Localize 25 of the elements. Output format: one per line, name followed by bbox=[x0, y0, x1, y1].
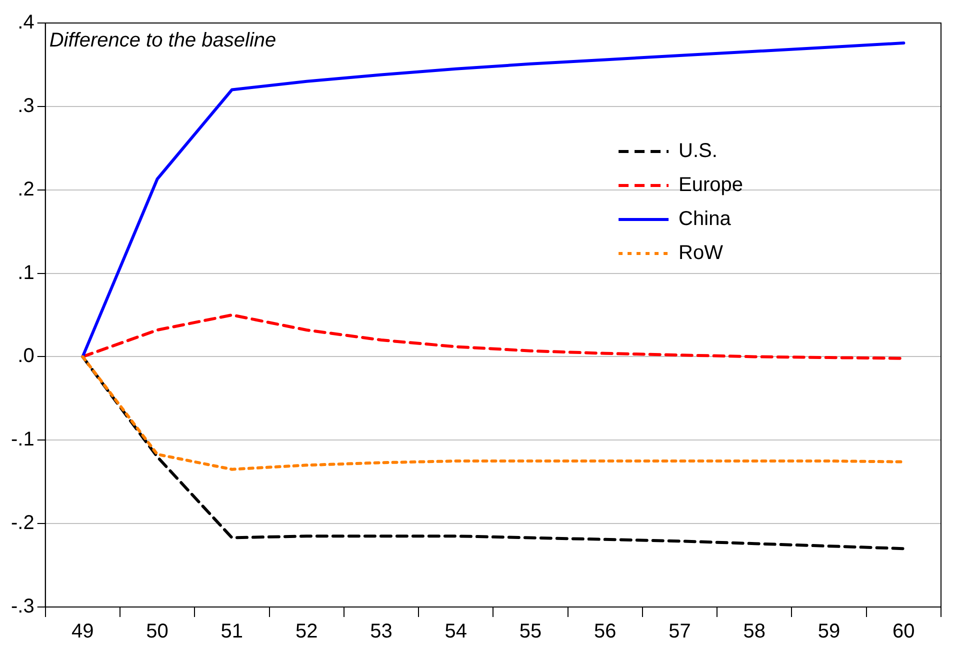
x-tick-label: 53 bbox=[370, 620, 392, 643]
x-tick-label: 51 bbox=[220, 620, 244, 643]
y-tick-label: -.2 bbox=[10, 512, 34, 534]
x-tick-label: 58 bbox=[743, 620, 766, 643]
y-tick-label: -.3 bbox=[10, 596, 34, 618]
legend-label: RoW bbox=[678, 242, 724, 264]
x-tick-label: 56 bbox=[594, 620, 616, 643]
legend-label: U.S. bbox=[678, 140, 718, 162]
x-tick-label: 57 bbox=[668, 620, 691, 643]
y-tick-label: .1 bbox=[18, 262, 34, 284]
annotation: Difference to the baseline bbox=[49, 30, 276, 52]
x-tick-label: 59 bbox=[818, 620, 840, 643]
x-tick-label: 52 bbox=[295, 620, 318, 643]
x-tick-label: 55 bbox=[519, 620, 542, 643]
x-tick-label: 50 bbox=[146, 620, 168, 643]
y-tick-label: .0 bbox=[18, 345, 34, 368]
x-tick-label: 49 bbox=[72, 620, 94, 643]
x-tick-label: 54 bbox=[444, 620, 467, 643]
y-tick-label: .2 bbox=[18, 178, 34, 200]
x-tick-label: 60 bbox=[892, 620, 915, 643]
y-tick-label: .4 bbox=[18, 12, 34, 34]
legend-label: Europe bbox=[678, 174, 744, 196]
y-tick-label: -.1 bbox=[10, 428, 34, 451]
y-tick-label: .3 bbox=[18, 94, 34, 117]
legend-label: China bbox=[678, 208, 732, 230]
